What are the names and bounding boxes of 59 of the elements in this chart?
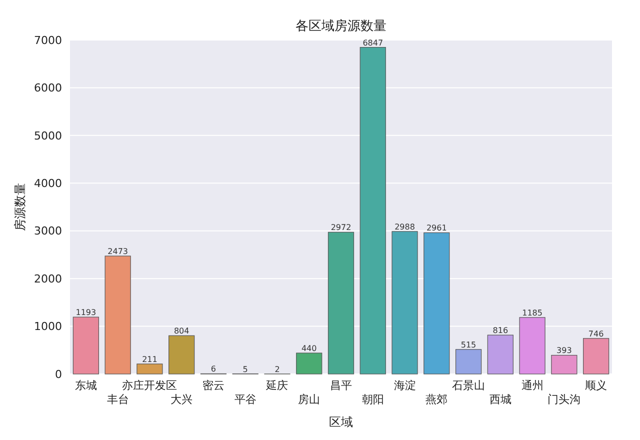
x-tick-label: 朝阳: [362, 393, 384, 406]
data-label: 816: [492, 326, 508, 336]
x-axis-title: 区域: [329, 415, 353, 429]
y-tick-label: 6000: [34, 82, 62, 95]
data-label: 1193: [76, 308, 96, 318]
x-tick-label: 大兴: [170, 393, 193, 406]
data-label: 2961: [426, 224, 447, 233]
data-label: 440: [301, 344, 317, 354]
data-label: 746: [588, 329, 604, 338]
bar: [168, 335, 195, 374]
x-tick-label: 海淀: [394, 379, 416, 392]
bar: [424, 232, 450, 374]
bar: [72, 316, 99, 374]
x-tick-label: 亦庄开发区: [122, 379, 178, 392]
bar: [551, 354, 578, 374]
chart-title: 各区域房源数量: [296, 18, 386, 34]
bar: [519, 317, 546, 374]
bar: [136, 364, 163, 374]
y-tick-label: 7000: [34, 34, 62, 47]
y-tick-label: 2000: [34, 272, 62, 286]
x-tick-label: 平谷: [234, 393, 256, 406]
x-tick-label: 昌平: [330, 379, 352, 392]
bar: [392, 231, 418, 374]
data-label: 1185: [522, 308, 542, 318]
y-tick-label: 5000: [34, 129, 62, 142]
x-tick-label: 顺义: [585, 379, 608, 392]
data-label: 6847: [362, 38, 384, 48]
y-tick-label: 3000: [34, 224, 62, 238]
bar: [583, 338, 610, 374]
x-tick-label: 门头沟: [548, 393, 581, 406]
data-label: 393: [556, 346, 572, 356]
data-label: 2972: [330, 223, 352, 232]
x-tick-label: 密云: [202, 379, 224, 392]
data-label: 515: [460, 340, 476, 350]
data-label: 2: [274, 364, 280, 374]
y-tick-label: 1000: [34, 320, 62, 334]
x-tick-label: 通州: [521, 379, 544, 392]
y-tick-label: 4000: [34, 176, 62, 190]
x-tick-label: 燕郊: [426, 393, 448, 406]
x-tick-label: 延庆: [265, 379, 288, 392]
data-label: 5: [242, 364, 248, 374]
bar: [104, 256, 131, 374]
x-tick-label: 房山: [298, 393, 320, 406]
bar: [487, 334, 514, 374]
bar: [328, 232, 354, 374]
bar: [296, 352, 322, 374]
bar: [455, 349, 482, 374]
x-tick-label: 丰台: [106, 393, 129, 406]
data-label: 6: [210, 364, 216, 374]
data-label: 2988: [394, 222, 415, 232]
bar: [360, 47, 386, 374]
x-tick-label: 西城: [489, 393, 512, 406]
data-label: 804: [174, 326, 190, 336]
x-tick-label: 东城: [74, 379, 97, 392]
data-label: 2473: [108, 247, 128, 256]
x-tick-label: 石景山: [452, 379, 486, 392]
y-axis-title: 房源数量: [13, 183, 27, 231]
data-label: 211: [142, 354, 158, 364]
y-tick-label: 0: [55, 368, 62, 381]
